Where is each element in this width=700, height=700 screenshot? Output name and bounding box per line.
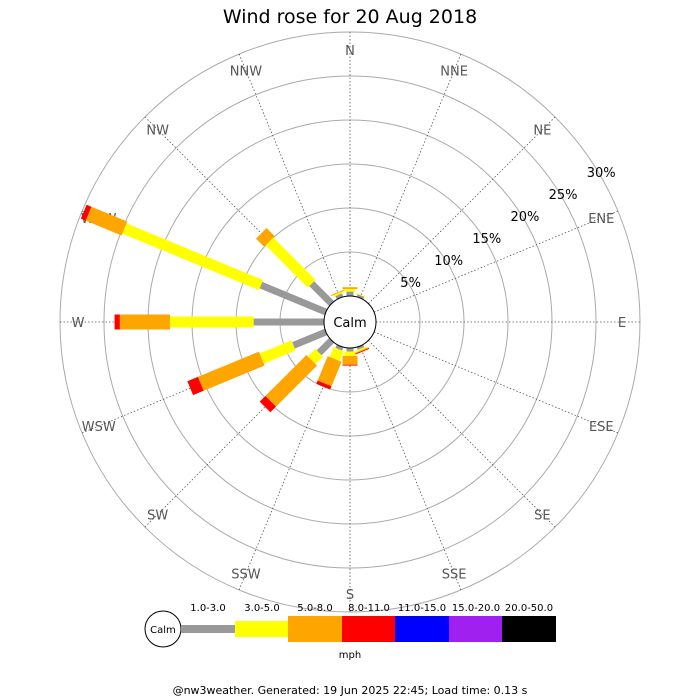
legend-calm-label: Calm: [150, 625, 176, 636]
petal-wsw-8.0-11.0: [187, 376, 204, 396]
calm-label: Calm: [333, 316, 366, 331]
petal-wsw-5.0-8.0: [197, 351, 265, 391]
ring-label-25: 25%: [549, 188, 578, 203]
legend-label-5.0-8.0: 5.0-8.0: [297, 603, 332, 614]
ring-label-20: 20%: [510, 210, 539, 225]
footer-text: @nw3weather. Generated: 19 Jun 2025 22:4…: [172, 684, 528, 697]
petal-ssw-8.0-11.0: [316, 380, 332, 390]
petal-nw-5.0-8.0: [255, 227, 275, 247]
calm-circle: [323, 295, 377, 349]
petal-wsw-1.0-3.0: [292, 328, 328, 349]
direction-label-ene: ENE: [588, 212, 614, 227]
petal-sw-5.0-8.0: [265, 354, 318, 407]
grid-ring-25: [103, 75, 597, 569]
legend-swatch-1.0-3.0: [181, 625, 235, 633]
petal-wnw-3.0-5.0: [122, 223, 264, 291]
legend-label-20.0-50.0: 20.0-50.0: [505, 603, 553, 614]
direction-label-nnw: NNW: [230, 65, 262, 80]
ring-label-30: 30%: [587, 166, 616, 181]
petal-ssw-1.0-3.0: [335, 344, 344, 351]
petal-nnw-3.0-5.0: [332, 290, 344, 297]
legend-swatch-5.0-8.0: [288, 616, 342, 642]
petal-wnw-8.0-11.0: [80, 204, 92, 221]
ring-label-5: 5%: [400, 276, 421, 291]
petal-wnw-1.0-3.0: [259, 281, 328, 316]
direction-label-nne: NNE: [440, 65, 468, 80]
legend-label-1.0-3.0: 1.0-3.0: [190, 603, 225, 614]
legend-label-15.0-20.0: 15.0-20.0: [452, 603, 500, 614]
petal-sw-3.0-5.0: [307, 348, 324, 365]
direction-label-ese: ESE: [589, 420, 614, 435]
petal-sse-3.0-5.0: [355, 346, 367, 353]
legend-swatch-20.0-50.0: [502, 616, 556, 642]
direction-label-sw: SW: [147, 508, 168, 523]
petal-ssw-3.0-5.0: [329, 347, 344, 362]
legend-label-11.0-15.0: 11.0-15.0: [398, 603, 446, 614]
legend-swatch-11.0-15.0: [395, 616, 449, 642]
petal-ssw-5.0-8.0: [317, 356, 342, 387]
ring-label-15: 15%: [472, 232, 501, 247]
legend-swatch-8.0-11.0: [342, 616, 396, 642]
legend-swatch-3.0-5.0: [235, 621, 289, 637]
direction-label-sse: SSE: [442, 567, 467, 582]
direction-label-ne: NE: [533, 124, 551, 139]
legend-label-8.0-11.0: 8.0-11.0: [348, 603, 390, 614]
direction-label-ssw: SSW: [231, 567, 261, 582]
petal-wsw-3.0-5.0: [259, 340, 296, 364]
petal-wnw-5.0-8.0: [85, 206, 128, 236]
direction-label-n: N: [345, 44, 355, 59]
direction-label-s: S: [346, 588, 354, 603]
petal-sw-8.0-11.0: [259, 396, 276, 413]
direction-label-w: W: [72, 316, 85, 331]
direction-label-e: E: [618, 316, 626, 331]
ring-label-10: 10%: [434, 254, 463, 269]
legend-swatch-15.0-20.0: [449, 616, 503, 642]
petal-nnw-1.0-3.0: [335, 293, 344, 300]
direction-label-se: SE: [534, 508, 550, 523]
petal-sw-1.0-3.0: [316, 337, 335, 356]
chart-title: Wind rose for 20 Aug 2018: [222, 6, 478, 28]
petal-nw-1.0-3.0: [309, 281, 335, 307]
legend-label-3.0-5.0: 3.0-5.0: [244, 603, 279, 614]
legend-unit-label: mph: [339, 650, 361, 661]
direction-label-wsw: WSW: [82, 420, 116, 435]
petal-nw-3.0-5.0: [265, 237, 316, 288]
direction-label-nw: NW: [146, 124, 169, 139]
